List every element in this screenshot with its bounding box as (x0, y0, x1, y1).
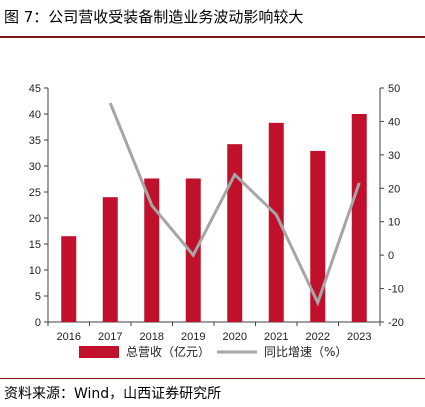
left-axis-tick-label: 15 (29, 239, 41, 251)
right-axis-tick-label: -10 (388, 284, 404, 296)
revenue-bar (268, 122, 284, 322)
right-axis-tick-label: 20 (388, 183, 400, 195)
left-axis-tick-label: 40 (29, 109, 41, 121)
left-axis-tick-label: 30 (29, 161, 41, 173)
source-rule (0, 378, 425, 379)
x-axis-tick-label: 2021 (264, 331, 288, 343)
legend-growth-label: 同比增速（%） (264, 345, 347, 359)
right-axis-tick-label: 10 (388, 217, 400, 229)
left-axis-tick-label: 35 (29, 135, 41, 147)
revenue-bar (144, 178, 160, 322)
x-axis-tick-label: 2020 (223, 331, 247, 343)
right-axis-tick-label: 50 (388, 83, 400, 95)
left-axis-tick-label: 25 (29, 187, 41, 199)
title-rule (0, 36, 425, 38)
revenue-growth-chart: 0 5 10 15 20 25 30 35 40 45 -20 -10 0 10 20 30 40 50 2016 2… (29, 83, 404, 359)
revenue-bar (227, 144, 243, 322)
right-axis-tick-label: 0 (388, 250, 394, 262)
right-axis-tick-label: 30 (388, 150, 400, 162)
x-axis-tick-label: 2017 (98, 331, 122, 343)
left-axis-tick-label: 0 (35, 317, 41, 329)
growth-line (108, 102, 361, 307)
right-axis-tick-label: 40 (388, 116, 400, 128)
figure-title: 图 7：公司营收受装备制造业务波动影响较大 (4, 8, 304, 26)
revenue-bar (310, 150, 326, 322)
chart-legend: 总营收（亿元） 同比增速（%） (79, 344, 347, 359)
x-axis-tick-label: 2018 (140, 331, 164, 343)
left-axis-tick-label: 45 (29, 83, 41, 95)
revenue-bar (61, 236, 77, 322)
left-axis-tick-label: 10 (29, 265, 41, 277)
revenue-bar (185, 178, 201, 322)
x-axis-tick-label: 2022 (306, 331, 330, 343)
right-axis-tick-label: -20 (388, 317, 404, 329)
x-axis-tick-label: 2023 (347, 331, 371, 343)
left-axis-tick-label: 20 (29, 213, 41, 225)
legend-revenue-label: 总营收（亿元） (126, 344, 210, 359)
x-axis-tick-label: 2016 (57, 331, 81, 343)
left-axis-tick-label: 5 (35, 291, 41, 303)
revenue-bar (102, 197, 118, 322)
revenue-bar (351, 114, 367, 322)
x-axis-tick-label: 2019 (181, 331, 205, 343)
source-note: 资料来源：Wind，山西证券研究所 (4, 386, 222, 402)
legend-revenue-swatch (79, 346, 119, 358)
chart-axes: 0 5 10 15 20 25 30 35 40 45 -20 -10 0 10 20 30 40 50 2016 2… (29, 83, 404, 343)
revenue-bars (61, 114, 367, 322)
